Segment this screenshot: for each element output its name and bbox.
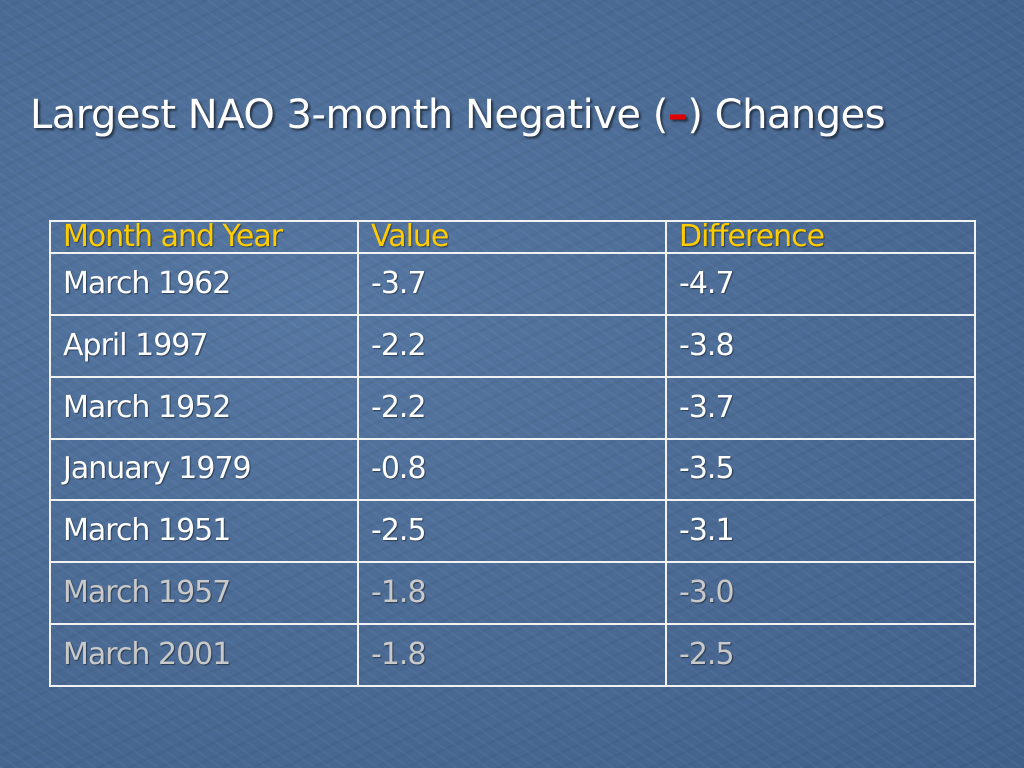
table-row-dimmed: March 1957 -1.8 -3.0	[49, 561, 976, 626]
cell-value: -0.8	[357, 437, 667, 502]
cell-difference: -3.8	[665, 313, 976, 378]
cell-difference: -3.5	[665, 437, 976, 502]
cell-value: -1.8	[357, 561, 667, 626]
cell-value: -2.2	[357, 313, 667, 378]
table-row: March 1962 -3.7 -4.7	[49, 252, 976, 316]
cell-month-year: March 1957	[49, 561, 359, 626]
slide-title: Largest NAO 3-month Negative (–) Changes	[30, 92, 1010, 138]
cell-month-year: March 2001	[49, 623, 359, 687]
nao-changes-table: Month and Year Value Difference March 19…	[49, 220, 976, 687]
cell-difference: -2.5	[665, 623, 976, 687]
cell-month-year: March 1962	[49, 252, 359, 316]
table-row: March 1951 -2.5 -3.1	[49, 499, 976, 564]
header-difference: Difference	[665, 220, 976, 254]
cell-difference: -4.7	[665, 252, 976, 316]
table-header-row: Month and Year Value Difference	[49, 220, 976, 254]
title-text-start: Largest NAO 3-month Negative (	[30, 92, 668, 138]
cell-value: -2.5	[357, 499, 667, 564]
title-text-end: ) Changes	[687, 92, 886, 138]
cell-difference: -3.7	[665, 375, 976, 440]
cell-month-year: April 1997	[49, 313, 359, 378]
title-negative-dash: –	[667, 92, 688, 138]
cell-value: -2.2	[357, 375, 667, 440]
header-value: Value	[357, 220, 667, 254]
cell-difference: -3.0	[665, 561, 976, 626]
cell-value: -1.8	[357, 623, 667, 687]
cell-difference: -3.1	[665, 499, 976, 564]
table-row: March 1952 -2.2 -3.7	[49, 375, 976, 440]
table-row: April 1997 -2.2 -3.8	[49, 313, 976, 378]
cell-month-year: January 1979	[49, 437, 359, 502]
table-row: January 1979 -0.8 -3.5	[49, 437, 976, 502]
header-month-and-year: Month and Year	[49, 220, 359, 254]
cell-month-year: March 1952	[49, 375, 359, 440]
cell-month-year: March 1951	[49, 499, 359, 564]
cell-value: -3.7	[357, 252, 667, 316]
table-row-dimmed: March 2001 -1.8 -2.5	[49, 623, 976, 687]
